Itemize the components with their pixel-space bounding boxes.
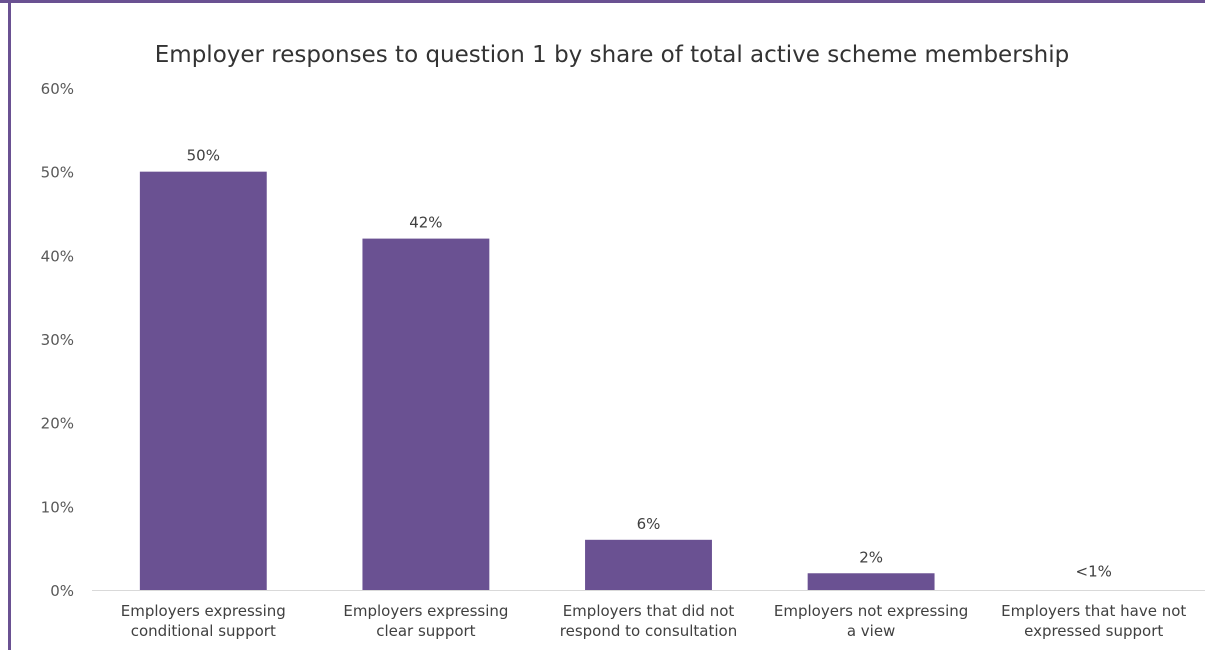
x-tick-label: Employers that did not respond to consult… xyxy=(560,602,737,640)
frame-top-border xyxy=(0,0,1205,3)
bar xyxy=(807,573,935,590)
y-tick-label: 30% xyxy=(41,331,74,349)
data-label: 50% xyxy=(187,147,220,165)
data-label: <1% xyxy=(1076,562,1112,580)
bars xyxy=(139,171,935,590)
x-tick-label: Employers expressing clear support xyxy=(343,602,508,640)
data-label: 42% xyxy=(409,214,442,232)
data-label: 6% xyxy=(637,515,661,533)
y-tick-label: 40% xyxy=(41,247,74,265)
frame-left-border xyxy=(8,0,11,650)
data-label: 2% xyxy=(859,548,883,566)
bar xyxy=(139,171,267,590)
bar xyxy=(362,238,490,590)
x-axis: Employers expressing conditional support E… xyxy=(92,590,1205,640)
y-tick-label: 20% xyxy=(41,415,74,433)
y-tick-label: 60% xyxy=(41,80,74,98)
x-tick-label: Employers that have not expressed support xyxy=(1001,602,1186,640)
x-tick-label: Employers expressing conditional support xyxy=(121,602,286,640)
x-tick-label: Employers not expressing a view xyxy=(774,602,968,640)
y-axis: 0% 10% 20% 30% 40% 50% 60% xyxy=(41,80,74,600)
bar xyxy=(585,539,712,590)
y-tick-label: 50% xyxy=(41,164,74,182)
y-tick-label: 10% xyxy=(41,498,74,516)
data-labels: 50% 42% 6% 2% <1% xyxy=(187,147,1112,581)
chart-title: Employer responses to question 1 by shar… xyxy=(155,42,1069,68)
y-tick-label: 0% xyxy=(50,582,74,600)
